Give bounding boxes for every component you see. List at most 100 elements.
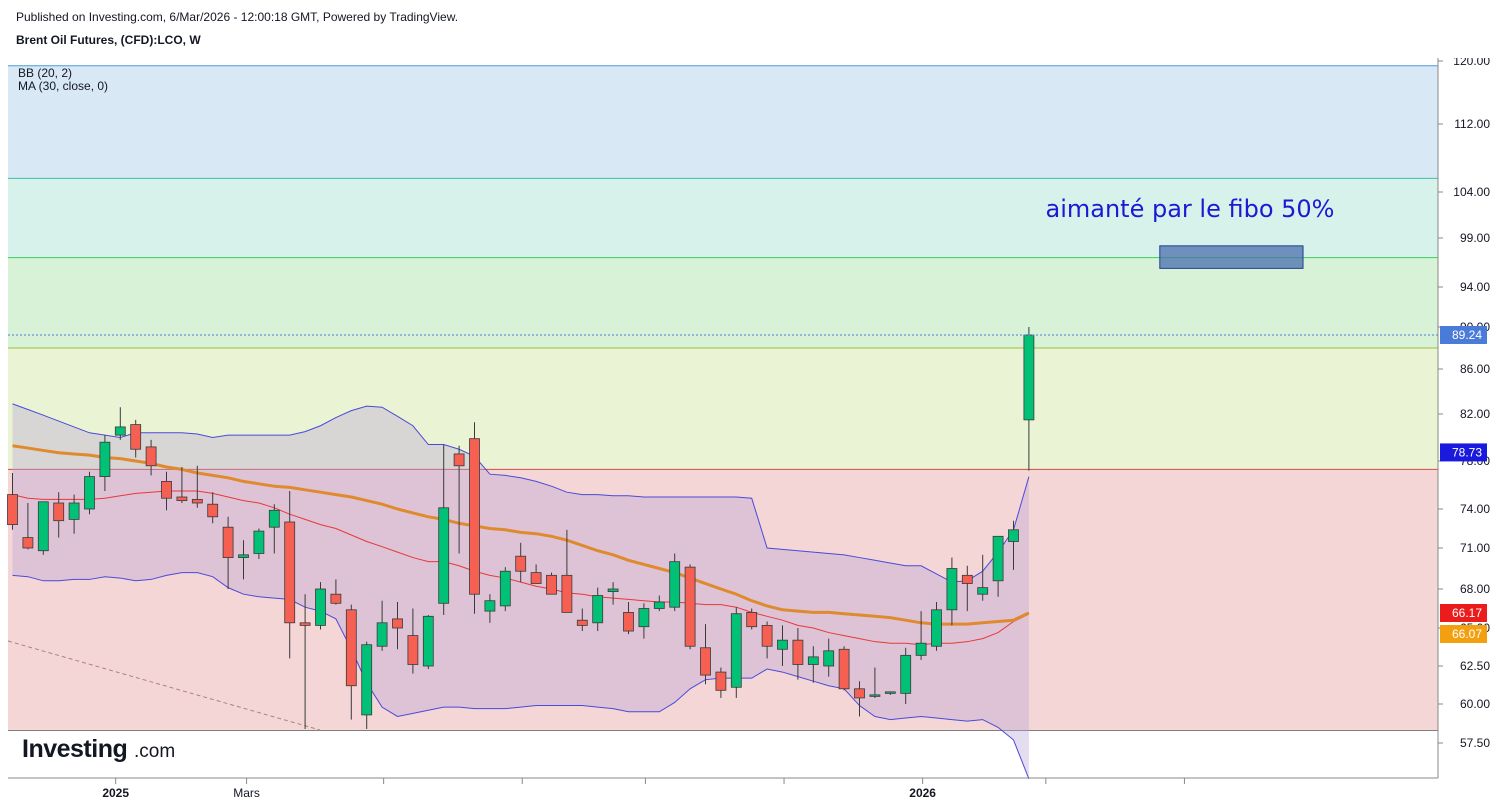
candle: [253, 528, 265, 559]
chart-area[interactable]: aimanté par le fibo 50% 120.00 112.00 104.…: [0, 58, 1501, 806]
candles: [7, 327, 1035, 729]
candle: [84, 471, 95, 515]
candle: [869, 667, 881, 698]
candle-up-body: [37, 501, 49, 552]
candle-up-body: [977, 587, 989, 595]
candle-down-body: [838, 648, 850, 690]
candle: [238, 540, 249, 580]
price-badge: [1440, 443, 1487, 462]
candle: [931, 602, 942, 651]
candle-down-body: [792, 639, 804, 665]
candle: [222, 516, 234, 589]
price-tick-label: 112.00: [1454, 117, 1490, 131]
candle: [176, 467, 188, 503]
candle: [761, 621, 773, 659]
candle: [638, 603, 650, 639]
candle: [299, 594, 311, 729]
candle: [7, 473, 18, 530]
price-badge-label: 78.73: [1452, 445, 1482, 459]
candle-up-body: [68, 502, 80, 520]
candle: [469, 422, 480, 614]
candle: [68, 494, 80, 534]
candle-down-body: [407, 635, 419, 665]
price-tick-label: 104.00: [1453, 185, 1490, 199]
candle-down-body: [176, 496, 188, 501]
candle-down-body: [330, 593, 342, 604]
price-axis: 120.00112.00104.0099.0094.0090.0086.0082…: [1437, 58, 1490, 778]
candle: [484, 594, 496, 623]
candle: [669, 553, 681, 612]
candle-up-body: [376, 622, 388, 647]
candle: [530, 564, 542, 584]
price-badge-label: 89.24: [1452, 328, 1482, 342]
candle-down-body: [469, 438, 480, 595]
price-tick-label: 99.00: [1460, 231, 1490, 245]
candle-down-body: [7, 494, 18, 526]
time-axis: 2025 Mars 2026: [8, 777, 1438, 800]
candle-up-body: [268, 509, 280, 528]
candle-up-body: [238, 554, 249, 558]
candle: [453, 445, 465, 554]
candle-down-body: [191, 498, 203, 504]
candle-down-body: [22, 537, 34, 549]
candle: [730, 607, 742, 698]
candle: [623, 602, 634, 635]
candle-up-body: [315, 588, 326, 626]
candle: [99, 435, 111, 491]
candle-up-body: [884, 691, 896, 694]
candle: [977, 554, 989, 601]
candle: [191, 465, 203, 508]
price-tick-label: 120.00: [1453, 58, 1490, 68]
fib-lines: [8, 65, 1438, 732]
price-badge: [1440, 625, 1487, 643]
candle-up-body: [361, 644, 373, 716]
candle-down-body: [746, 612, 758, 628]
candle-up-body: [638, 608, 650, 628]
candle: [53, 492, 65, 538]
annotation-text: aimanté par le fibo 50%: [1046, 195, 1335, 223]
price-tick-label: 82.00: [1460, 407, 1490, 421]
candle-down-body: [145, 446, 157, 467]
candle: [284, 491, 296, 659]
candle: [946, 557, 958, 626]
candle-up-body: [823, 650, 835, 667]
candle-up-body: [946, 568, 958, 611]
candle-up-body: [669, 561, 681, 608]
candle: [268, 504, 280, 554]
dashed-trendline: [7, 640, 321, 731]
candle: [422, 615, 434, 670]
candle: [700, 624, 711, 685]
price-badge: [1440, 325, 1487, 344]
published-info: Published on Investing.com, 6/Mar/2026 -…: [16, 10, 459, 24]
candle-down-body: [576, 619, 588, 626]
candle: [207, 492, 219, 524]
candle: [145, 439, 157, 476]
price-chart[interactable]: aimanté par le fibo 50% 120.00 112.00 104.…: [0, 58, 1501, 806]
candle-down-body: [284, 521, 296, 624]
candle: [715, 667, 727, 698]
candle: [746, 608, 758, 630]
candle: [823, 638, 835, 677]
candle-up-body: [1008, 529, 1019, 542]
candle-up-body: [653, 601, 665, 609]
candle: [561, 529, 573, 613]
candle: [653, 595, 665, 612]
candle: [854, 681, 865, 717]
indicator-legend-item: MA (30, close, 0): [18, 79, 108, 93]
logo-suffix: .com: [134, 741, 175, 762]
candle: [37, 501, 49, 555]
candle-down-body: [207, 503, 219, 518]
fib-zone-1: [8, 65, 1438, 179]
overlay: aimanté par le fibo 50%: [8, 195, 1438, 336]
candle: [807, 646, 819, 683]
candle: [900, 647, 912, 704]
price-tick-label: 71.00: [1460, 541, 1490, 555]
candle-down-body: [53, 502, 65, 522]
candle: [838, 646, 850, 691]
time-tick-label: Mars: [233, 786, 260, 800]
price-tick-label: 60.00: [1460, 697, 1490, 711]
candle: [114, 407, 126, 440]
candle-down-body: [700, 647, 711, 676]
candle: [884, 691, 896, 695]
candle-down-body: [684, 566, 696, 647]
